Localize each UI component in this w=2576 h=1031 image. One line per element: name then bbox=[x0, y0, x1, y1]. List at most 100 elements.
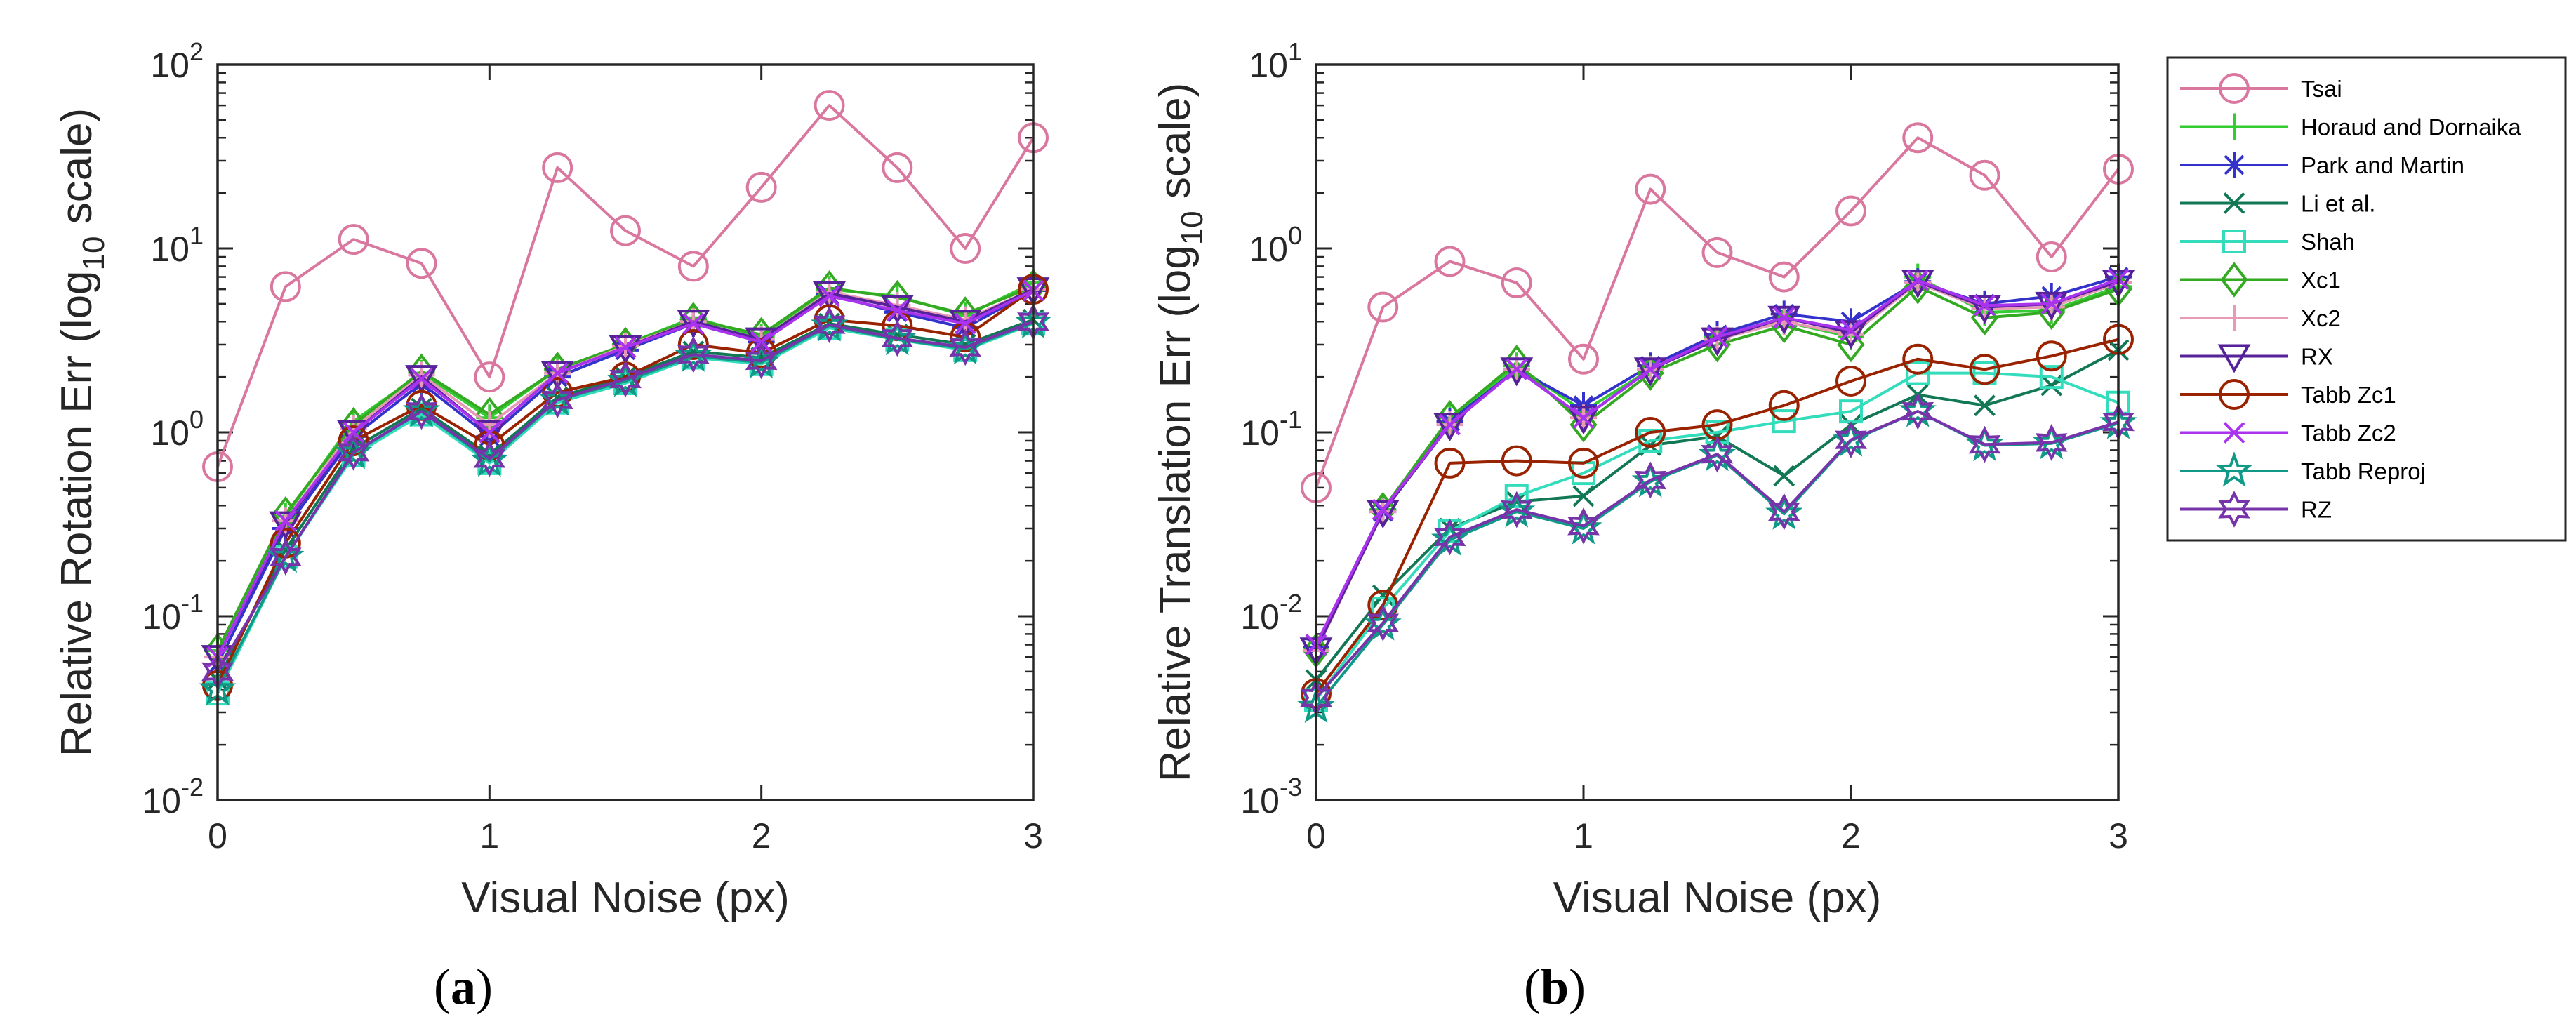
legend-entry-tabb-zc2: Tabb Zc2 bbox=[2180, 420, 2396, 446]
data-point-tabb-zc1 bbox=[1635, 417, 1666, 448]
data-point-rz bbox=[405, 392, 438, 430]
series-line-tsai bbox=[1315, 136, 2120, 488]
series-line-tsai bbox=[216, 104, 1035, 467]
legend-entry-tabb-zc1: Tabb Zc1 bbox=[2180, 379, 2396, 410]
data-point-rx bbox=[269, 511, 303, 540]
data-point-tabb-zc2 bbox=[1974, 294, 1996, 317]
data-point-tsai bbox=[1701, 237, 1733, 268]
data-point-tsai bbox=[2036, 241, 2067, 272]
data-point-tabb-zc2 bbox=[886, 299, 908, 321]
data-point-tabb-zc2 bbox=[274, 510, 297, 532]
data-point-tabb-zc1 bbox=[1501, 445, 1532, 477]
legend-marker bbox=[2217, 344, 2251, 373]
data-point-rx bbox=[337, 420, 371, 450]
data-point-tabb-zc1 bbox=[2036, 340, 2067, 372]
data-point-tsai bbox=[745, 171, 777, 203]
data-point-rz bbox=[541, 381, 573, 419]
data-point-tabb-zc2 bbox=[818, 285, 840, 307]
data-point-tabb-zc1 bbox=[1969, 354, 2000, 385]
data-point-tabb-zc2 bbox=[1773, 307, 1795, 329]
data-point-tabb-zc2 bbox=[1639, 358, 1661, 380]
legend-label: Tabb Zc1 bbox=[2301, 382, 2396, 408]
data-point-rz bbox=[2035, 424, 2068, 461]
data-point-tsai bbox=[1635, 173, 1666, 205]
data-point-tabb-zc2 bbox=[1906, 270, 1929, 291]
data-point-tsai bbox=[474, 361, 505, 393]
data-point-tabb-zc1 bbox=[1835, 365, 1866, 397]
data-point-xc2 bbox=[1971, 295, 1998, 322]
legend-marker bbox=[2223, 192, 2245, 214]
panel-b-xlabel: Visual Noise (px) bbox=[1553, 874, 1881, 922]
data-point-li-et-al bbox=[1773, 465, 1795, 487]
data-point-tabb-zc1 bbox=[1768, 390, 1800, 421]
data-point-tsai bbox=[677, 251, 709, 282]
data-point-rz bbox=[1835, 421, 1867, 459]
data-point-rx bbox=[1567, 406, 1600, 435]
legend-label: Tabb Reproj bbox=[2301, 458, 2426, 484]
data-point-shah bbox=[1504, 484, 1529, 508]
data-point-rx bbox=[677, 310, 710, 339]
panel-b-ytick-label: 10-3 bbox=[1240, 773, 1302, 820]
panel-b-series-tsai bbox=[1301, 122, 2134, 503]
legend-entry-xc2: Xc2 bbox=[2180, 305, 2341, 331]
panel-b-axes-box bbox=[1315, 63, 2120, 801]
data-point-tabb-zc2 bbox=[478, 421, 500, 444]
data-point-tabb-zc2 bbox=[411, 368, 432, 390]
data-point-tsai bbox=[1367, 291, 1399, 323]
panel-b-xtick-label: 3 bbox=[2109, 816, 2128, 856]
data-point-tabb-zc2 bbox=[546, 362, 569, 384]
data-point-tsai bbox=[338, 224, 369, 255]
legend-entry-park-and-martin: Park and Martin bbox=[2180, 152, 2464, 178]
data-point-tsai bbox=[1768, 261, 1800, 293]
panel-a-ytick-label: 10-2 bbox=[142, 773, 204, 820]
legend-entry-rz: RZ bbox=[2180, 491, 2332, 528]
panel-a-axes-box bbox=[216, 63, 1035, 801]
data-point-rx bbox=[813, 281, 846, 310]
panel-a-xtick-label: 3 bbox=[1023, 816, 1043, 856]
legend-entry-tabb-reproj: Tabb Reproj bbox=[2180, 451, 2426, 487]
data-point-rx bbox=[2035, 291, 2069, 321]
data-point-rz bbox=[1701, 435, 1734, 473]
data-point-tabb-zc2 bbox=[954, 312, 976, 335]
legend-label: Li et al. bbox=[2301, 191, 2375, 217]
data-point-tsai bbox=[1568, 343, 1599, 375]
data-point-rz bbox=[609, 360, 642, 398]
panel-b-xtick-label: 1 bbox=[1574, 816, 1593, 856]
data-point-rx bbox=[1633, 357, 1667, 387]
panel-b-xtick-label: 0 bbox=[1306, 816, 1326, 856]
legend-entry-xc1: Xc1 bbox=[2180, 262, 2341, 298]
data-point-tabb-zc2 bbox=[1572, 406, 1595, 429]
data-point-tsai bbox=[882, 152, 913, 183]
data-point-rz bbox=[677, 335, 710, 373]
legend-label: Park and Martin bbox=[2301, 152, 2464, 178]
data-point-li-et-al bbox=[1974, 394, 1996, 417]
legend-marker bbox=[2220, 262, 2248, 298]
data-point-tsai bbox=[1969, 159, 2000, 191]
data-point-tsai bbox=[814, 90, 845, 121]
panel-b-series-rz bbox=[1300, 392, 2135, 717]
data-point-rz bbox=[949, 328, 981, 366]
data-point-rx bbox=[1366, 500, 1400, 529]
data-point-rz bbox=[270, 538, 302, 576]
series-line-rz bbox=[1315, 410, 2119, 699]
data-point-tsai bbox=[406, 248, 437, 279]
legend-label: RZ bbox=[2301, 497, 2332, 523]
data-point-tabb-zc1 bbox=[677, 328, 709, 360]
panel-b-ytick-label: 10-2 bbox=[1240, 589, 1302, 637]
data-point-tsai bbox=[950, 233, 981, 264]
data-point-tsai bbox=[270, 271, 301, 302]
data-point-tabb-zc2 bbox=[2040, 293, 2063, 315]
data-point-tabb-zc2 bbox=[1506, 358, 1528, 380]
data-point-tabb-zc1 bbox=[1568, 447, 1599, 479]
data-point-tabb-zc2 bbox=[1706, 326, 1728, 348]
data-point-tabb-zc2 bbox=[750, 331, 773, 353]
data-point-rz bbox=[1968, 425, 2001, 463]
panel-b-ytick-label: 10-1 bbox=[1240, 405, 1302, 453]
legend: Tsai Horaud and Dornaika Park and Martin Li… bbox=[2166, 56, 2567, 542]
data-point-tsai bbox=[1835, 195, 1866, 227]
data-point-rz bbox=[813, 306, 846, 343]
panel-a-label: (a) bbox=[434, 959, 493, 1015]
legend-marker bbox=[2219, 73, 2250, 104]
